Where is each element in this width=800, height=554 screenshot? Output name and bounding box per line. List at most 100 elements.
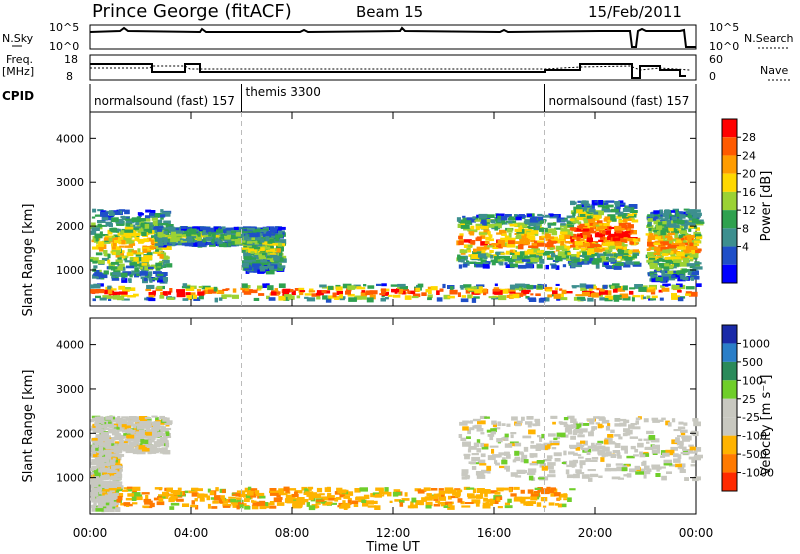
- data-cell: [476, 490, 485, 493]
- data-cell: [553, 294, 561, 299]
- data-cell: [101, 234, 109, 237]
- data-cell: [625, 261, 635, 265]
- data-cell: [563, 417, 569, 421]
- data-cell: [256, 502, 266, 507]
- data-cell: [576, 209, 583, 214]
- data-cell: [576, 204, 582, 208]
- data-cell: [526, 284, 534, 290]
- data-cell: [143, 238, 149, 243]
- data-cell: [111, 237, 120, 240]
- data-cell: [224, 294, 232, 298]
- data-cell: [489, 436, 494, 441]
- data-cell: [501, 233, 507, 236]
- data-cell: [548, 502, 555, 506]
- data-cell: [117, 496, 123, 501]
- data-cell: [430, 495, 439, 500]
- data-cell: [260, 259, 268, 263]
- data-cell: [150, 449, 157, 454]
- data-cell: [443, 505, 450, 508]
- data-cell: [379, 293, 386, 296]
- data-cell: [160, 215, 164, 220]
- data-cell: [92, 260, 98, 264]
- data-cell: [192, 239, 198, 243]
- data-cell: [327, 486, 331, 491]
- data-cell: [423, 487, 431, 491]
- data-cell: [347, 500, 352, 505]
- colorbar-swatch: [722, 228, 737, 247]
- data-cell: [647, 235, 656, 240]
- colorbar-tick-label: 1000: [742, 337, 770, 350]
- data-cell: [122, 429, 131, 433]
- data-cell: [629, 240, 635, 245]
- data-cell: [121, 416, 129, 419]
- data-cell: [647, 251, 656, 257]
- data-cell: [262, 241, 270, 245]
- data-cell: [256, 231, 260, 237]
- data-cell: [653, 252, 661, 255]
- data-cell: [528, 475, 534, 481]
- data-cell: [689, 446, 696, 451]
- data-cell: [689, 275, 697, 278]
- data-cell: [545, 287, 553, 292]
- data-cell: [595, 264, 600, 269]
- data-cell: [592, 202, 598, 206]
- data-cell: [622, 465, 628, 468]
- data-cell: [252, 501, 259, 506]
- data-cell: [365, 290, 374, 296]
- data-cell: [248, 238, 256, 243]
- data-cell: [391, 288, 400, 293]
- data-cell: [680, 432, 686, 436]
- data-cell: [214, 297, 218, 303]
- data-cell: [468, 461, 476, 464]
- data-cell: [251, 245, 257, 248]
- data-cell: [474, 219, 482, 222]
- data-cell: [182, 232, 192, 237]
- data-cell: [635, 471, 644, 475]
- data-cell: [129, 274, 133, 278]
- data-cell: [105, 500, 114, 505]
- data-cell: [184, 242, 194, 247]
- data-cell: [534, 418, 540, 422]
- data-cell: [294, 498, 302, 501]
- data-cell: [93, 428, 101, 433]
- data-cell: [487, 231, 491, 236]
- data-cell: [561, 254, 566, 258]
- data-cell: [606, 265, 615, 270]
- data-cell: [250, 251, 255, 254]
- data-cell: [548, 239, 552, 244]
- data-cell: [509, 295, 518, 298]
- data-cell: [519, 251, 525, 256]
- data-cell: [102, 295, 112, 299]
- y-tick-label: 1000: [56, 472, 84, 485]
- data-cell: [638, 438, 643, 442]
- data-cell: [536, 264, 543, 269]
- noise-tick-left-bottom: 10^0: [49, 40, 79, 53]
- data-cell: [677, 297, 684, 302]
- data-cell: [190, 292, 196, 296]
- data-cell: [253, 267, 261, 271]
- data-cell: [485, 216, 491, 221]
- data-cell: [522, 224, 528, 228]
- data-cell: [275, 236, 280, 242]
- data-cell: [339, 294, 343, 299]
- data-cell: [136, 450, 146, 455]
- nave-tick-top: 60: [709, 53, 723, 66]
- data-cell: [671, 285, 680, 288]
- cpid-segment-label: normalsound (fast) 157: [94, 94, 235, 108]
- data-cell: [164, 427, 172, 431]
- colorbar-swatch: [722, 380, 737, 399]
- data-cell: [253, 297, 260, 301]
- data-cell: [520, 501, 529, 504]
- data-cell: [529, 254, 537, 258]
- data-cell: [125, 497, 134, 501]
- data-cell: [326, 501, 333, 504]
- data-cell: [207, 242, 214, 245]
- data-cell: [546, 465, 554, 470]
- colorbar-tick-label: 500: [742, 356, 763, 369]
- data-cell: [664, 209, 670, 214]
- data-cell: [614, 263, 624, 266]
- data-cell: [120, 266, 126, 271]
- data-cell: [205, 236, 214, 241]
- data-cell: [694, 447, 702, 452]
- data-cell: [610, 215, 616, 221]
